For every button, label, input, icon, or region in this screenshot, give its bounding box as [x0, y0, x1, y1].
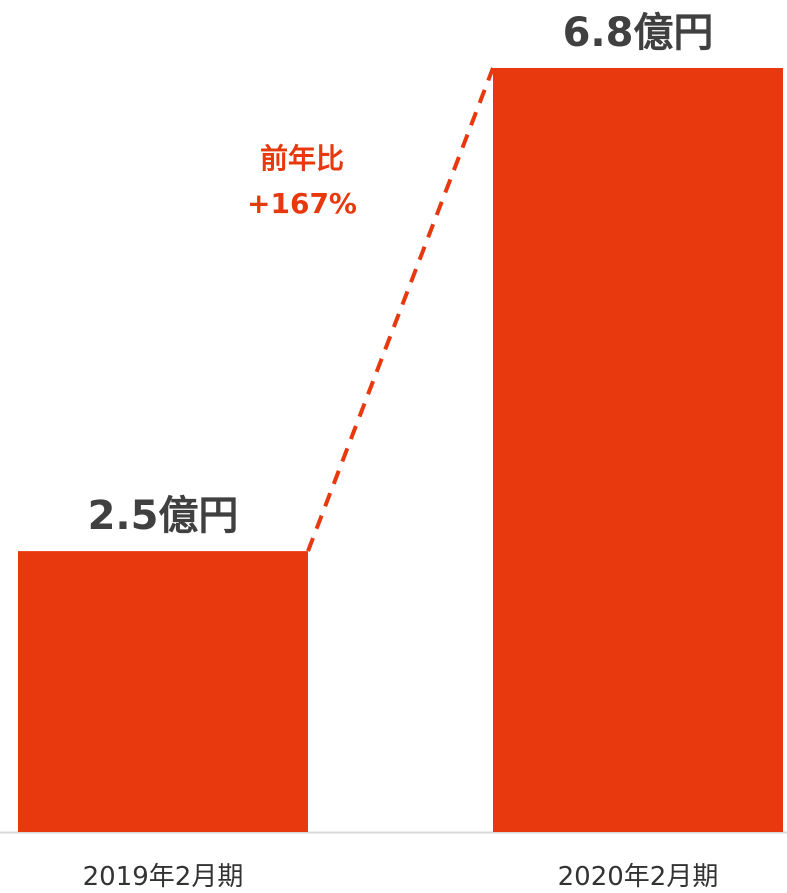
- growth-label-value: +167%: [247, 187, 357, 220]
- category-label-1: 2019年2月期: [83, 862, 244, 892]
- value-label-2: 6.8億円: [563, 10, 714, 56]
- bar-1: [18, 551, 308, 832]
- bars-group: [18, 68, 783, 832]
- value-label-1: 2.5億円: [88, 493, 239, 539]
- bar-2: [493, 68, 783, 832]
- growth-label-title: 前年比: [260, 142, 344, 175]
- growth-connector-line: [306, 67, 495, 552]
- category-labels-group: 2019年2月期 2020年2月期: [83, 862, 719, 892]
- value-labels-group: 2.5億円 6.8億円: [88, 10, 714, 539]
- category-label-2: 2020年2月期: [558, 862, 719, 892]
